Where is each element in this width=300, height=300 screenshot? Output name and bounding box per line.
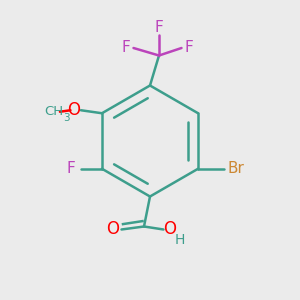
Text: F: F (66, 161, 75, 176)
Text: O: O (163, 220, 176, 238)
Text: F: F (154, 20, 164, 34)
Text: F: F (184, 40, 194, 56)
Text: H: H (175, 233, 185, 247)
Text: 3: 3 (63, 113, 70, 123)
Text: O: O (68, 101, 80, 119)
Text: CH: CH (44, 105, 64, 118)
Text: O: O (106, 220, 120, 238)
Text: F: F (122, 40, 130, 56)
Text: Br: Br (227, 161, 244, 176)
